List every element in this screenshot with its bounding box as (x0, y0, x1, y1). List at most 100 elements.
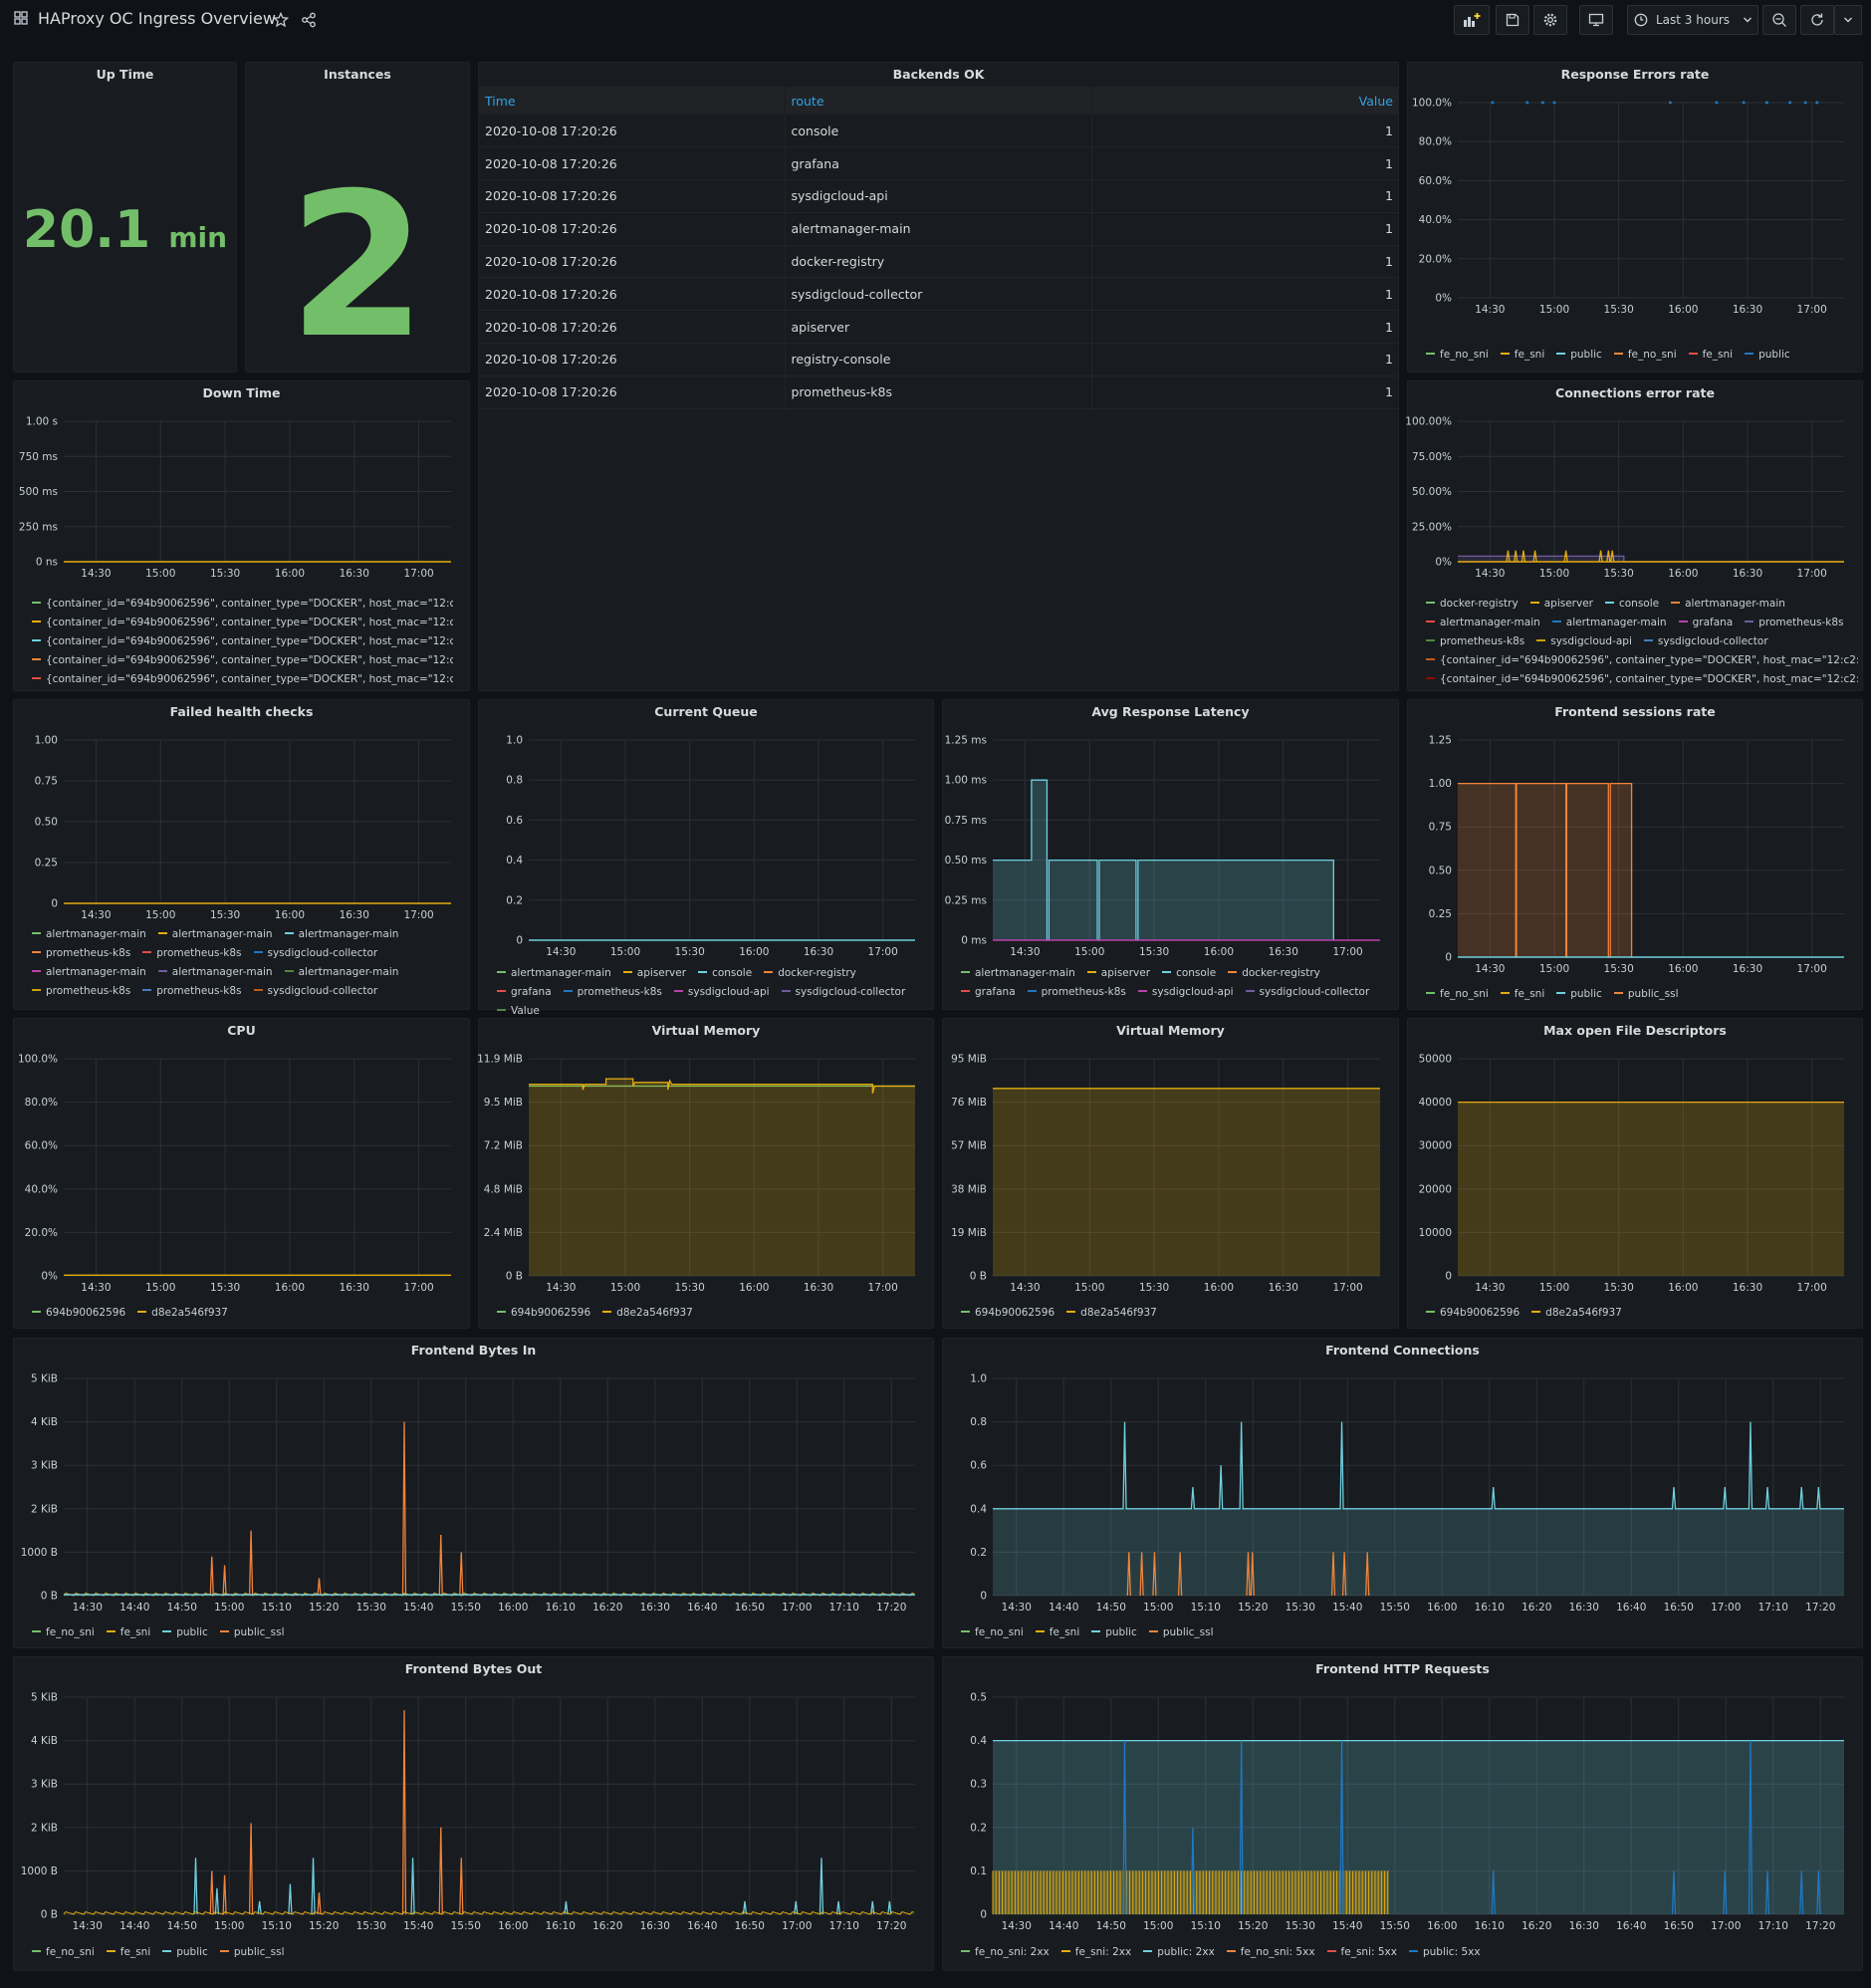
legend-item[interactable]: fe_no_sni (961, 1623, 1024, 1642)
legend-item[interactable]: public_ssl (1148, 1623, 1214, 1642)
legend-item[interactable]: alertmanager-main (157, 963, 273, 982)
legend-item[interactable]: alertmanager-main (32, 925, 146, 944)
legend-item[interactable]: alertmanager-main (497, 964, 611, 983)
legend-item[interactable]: alertmanager-main (32, 963, 146, 982)
refresh-button[interactable] (1800, 5, 1834, 35)
legend-item[interactable]: fe_sni (106, 1943, 150, 1962)
legend-item[interactable]: sysdigcloud-collector (253, 982, 377, 1001)
legend-item[interactable]: public (1556, 346, 1602, 365)
dashboard-settings-button[interactable] (1533, 5, 1567, 35)
legend-item[interactable]: fe_no_sni: 2xx (961, 1943, 1050, 1962)
legend-item[interactable]: sysdigcloud-collector (781, 983, 905, 1002)
legend-item[interactable]: {container_id="694b90062596", container_… (1426, 670, 1858, 689)
dashboard-title[interactable]: HAProxy OC Ingress Overview (38, 9, 276, 28)
legend-item[interactable]: alertmanager-main (284, 963, 398, 982)
legend-item[interactable]: fe_no_sni (1613, 346, 1677, 365)
legend-item[interactable]: alertmanager-main (157, 925, 273, 944)
legend-item[interactable]: public (162, 1943, 208, 1962)
legend-item[interactable]: fe_sni (1500, 985, 1544, 1004)
cycle-view-mode-button[interactable] (1579, 5, 1613, 35)
legend-item[interactable]: d8e2a546f937 (1066, 1304, 1157, 1323)
legend-item[interactable]: grafana (1678, 614, 1733, 632)
legend-item[interactable]: {container_id="694b90062596", container_… (32, 632, 453, 651)
legend-item[interactable]: 694b90062596 (32, 1304, 125, 1323)
legend-item[interactable]: fe_no_sni (1426, 346, 1489, 365)
legend-item[interactable]: fe_sni (1688, 346, 1733, 365)
legend-item[interactable]: fe_sni (1500, 346, 1544, 365)
refresh-interval-dropdown[interactable] (1834, 5, 1862, 35)
legend-item[interactable]: {container_id="694b90062596", container_… (32, 670, 453, 689)
legend-item[interactable]: fe_no_sni (1426, 985, 1489, 1004)
legend-item[interactable]: {container_id="694b90062596", container_… (32, 595, 453, 614)
legend-item[interactable]: {container_id="694b90062596", container_… (32, 651, 453, 670)
zoom-out-button[interactable] (1762, 5, 1796, 35)
legend-item[interactable]: alertmanager-main (961, 964, 1075, 983)
legend-item[interactable]: docker-registry (1228, 964, 1320, 983)
legend-item[interactable]: public_ssl (219, 1623, 285, 1642)
legend-item[interactable]: Value (497, 1002, 540, 1021)
legend-item[interactable]: public_ssl (219, 1943, 285, 1962)
legend-item[interactable]: sysdigcloud-collector (253, 944, 377, 963)
legend-item[interactable]: public (1556, 985, 1602, 1004)
legend-item[interactable]: d8e2a546f937 (1531, 1304, 1622, 1323)
legend-item[interactable]: fe_sni: 2xx (1060, 1943, 1131, 1962)
star-icon[interactable] (273, 12, 289, 28)
time-range-picker[interactable]: Last 3 hours (1627, 5, 1758, 35)
legend-item[interactable]: public: 5xx (1408, 1943, 1481, 1962)
legend-item[interactable]: docker-registry (764, 964, 856, 983)
legend-item[interactable]: public: 2xx (1143, 1943, 1215, 1962)
legend-item[interactable]: fe_no_sni (32, 1943, 95, 1962)
legend-item[interactable]: d8e2a546f937 (137, 1304, 228, 1323)
legend-item[interactable]: {container_id="694b90062596", container_… (1426, 651, 1858, 670)
legend-item[interactable]: console (1604, 595, 1659, 614)
legend-item[interactable]: fe_sni (106, 1623, 150, 1642)
legend-item[interactable]: console (698, 964, 752, 983)
legend-item[interactable]: grafana (497, 983, 552, 1002)
legend-item[interactable]: public_ssl (1613, 985, 1679, 1004)
legend-item[interactable]: fe_no_sni: 5xx (1226, 1943, 1315, 1962)
column-header-route[interactable]: route (785, 87, 1092, 115)
legend-item[interactable]: alertmanager-main (1551, 614, 1667, 632)
legend-item[interactable]: 694b90062596 (1426, 1304, 1520, 1323)
legend-item[interactable]: prometheus-k8s (32, 944, 130, 963)
legend-item[interactable]: sysdigcloud-api (673, 983, 770, 1002)
legend-item[interactable]: public (1745, 346, 1790, 365)
legend-item[interactable]: apiserver (1086, 964, 1150, 983)
legend-item[interactable]: 694b90062596 (961, 1304, 1054, 1323)
legend-item[interactable]: prometheus-k8s (1027, 983, 1126, 1002)
legend-item[interactable]: sysdigcloud-collector (1643, 632, 1768, 651)
column-header-value[interactable]: Value (1091, 87, 1399, 115)
legend-item[interactable]: public (1091, 1623, 1137, 1642)
add-panel-button[interactable] (1454, 5, 1490, 35)
legend-item[interactable]: fe_no_sni (32, 1623, 95, 1642)
legend-item[interactable]: d8e2a546f937 (602, 1304, 693, 1323)
legend-item[interactable]: fe_sni (1035, 1623, 1079, 1642)
legend-item[interactable]: prometheus-k8s (142, 944, 242, 963)
legend-item[interactable]: alertmanager-main (1426, 614, 1540, 632)
data-point (1491, 101, 1495, 105)
save-dashboard-button[interactable] (1496, 5, 1529, 35)
legend-item[interactable]: sysdigcloud-collector (1245, 983, 1369, 1002)
share-icon[interactable] (301, 12, 317, 28)
dashboard-grid-icon[interactable] (14, 11, 28, 25)
legend-item[interactable]: sysdigcloud-api (1536, 632, 1632, 651)
legend-item[interactable]: prometheus-k8s (563, 983, 662, 1002)
legend-item[interactable]: {container_id="694b90062596", container_… (32, 614, 453, 632)
legend-item[interactable]: prometheus-k8s (32, 982, 130, 1001)
legend-item[interactable]: prometheus-k8s (1745, 614, 1843, 632)
legend-item[interactable]: alertmanager-main (284, 925, 398, 944)
legend-item[interactable]: apiserver (622, 964, 686, 983)
legend-item[interactable]: prometheus-k8s (1426, 632, 1524, 651)
legend-item[interactable]: prometheus-k8s (142, 982, 242, 1001)
legend-item[interactable]: alertmanager-main (1671, 595, 1785, 614)
legend-item[interactable]: public (162, 1623, 208, 1642)
legend-item[interactable]: 694b90062596 (497, 1304, 590, 1323)
legend-item[interactable]: docker-registry (1426, 595, 1519, 614)
x-tick-label: 15:30 (210, 568, 240, 580)
legend-item[interactable]: console (1162, 964, 1216, 983)
legend-item[interactable]: grafana (961, 983, 1016, 1002)
legend-item[interactable]: sysdigcloud-api (1137, 983, 1234, 1002)
legend-item[interactable]: apiserver (1529, 595, 1593, 614)
column-header-time[interactable]: Time (479, 87, 786, 115)
legend-item[interactable]: fe_sni: 5xx (1326, 1943, 1397, 1962)
